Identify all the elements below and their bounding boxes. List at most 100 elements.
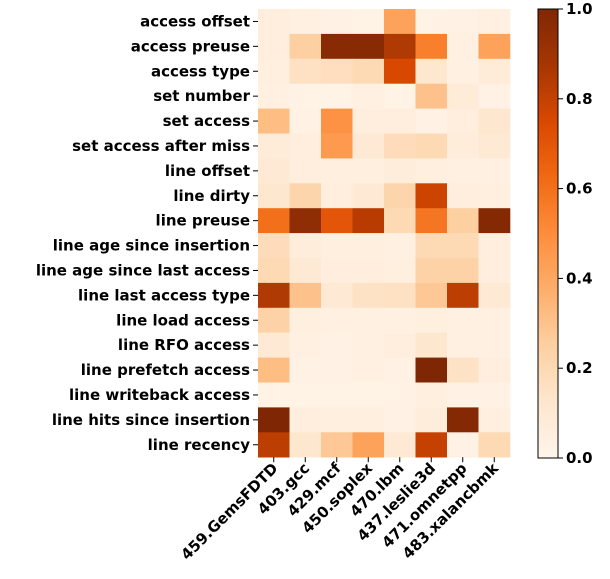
heatmap-cell-access-offset-437-leslie3d	[415, 9, 448, 35]
heatmap-cell-line-age-since-last-access-459-gemsfdtd	[258, 258, 290, 284]
heatmap-cell-line-prefetch-access-483-xalancbmk	[478, 357, 511, 383]
colorbar-tick-label: 0.0	[566, 449, 593, 467]
row-label-line-load-access: line load access	[116, 311, 250, 329]
heatmap-cell-set-access-after-miss-450-soplex	[352, 133, 385, 159]
column-labels: 459.GemsFDTD403.gcc429.mcf450.soplex470.…	[177, 457, 503, 564]
heatmap-cell-line-hits-since-insertion-450-soplex	[352, 407, 385, 433]
heatmap-cell-line-rfo-access-450-soplex	[352, 332, 385, 358]
heatmap-cell-line-dirty-450-soplex	[352, 183, 385, 209]
heatmap-cell-line-last-access-type-459-gemsfdtd	[258, 282, 290, 309]
heatmap-cell-line-writeback-access-459-gemsfdtd	[258, 382, 290, 408]
heatmap-cell-line-dirty-483-xalancbmk	[478, 183, 511, 209]
heatmap-cell-line-rfo-access-437-leslie3d	[415, 332, 448, 358]
heatmap-cell-set-access-470-lbm	[384, 108, 416, 134]
row-label-set-access: set access	[163, 112, 251, 130]
heatmap-cell-line-recency-470-lbm	[384, 432, 416, 458]
heatmap-cell-line-writeback-access-470-lbm	[384, 382, 416, 408]
heatmap-cell-line-load-access-403-gcc	[289, 307, 322, 333]
row-label-line-rfo-access: line RFO access	[118, 336, 250, 354]
heatmap-cell-line-last-access-type-471-omnetpp	[447, 282, 479, 309]
heatmap-cell-line-age-since-insertion-459-gemsfdtd	[258, 233, 290, 259]
heatmap-cell-line-recency-437-leslie3d	[415, 432, 448, 458]
heatmap-cell-set-access-after-miss-470-lbm	[384, 133, 416, 159]
row-label-access-type: access type	[151, 62, 250, 80]
heatmap-cell-line-load-access-471-omnetpp	[447, 307, 479, 333]
heatmap-cell-line-dirty-471-omnetpp	[447, 183, 479, 209]
heatmap-cell-line-age-since-last-access-429-mcf	[321, 258, 353, 284]
heatmap-cell-line-prefetch-access-437-leslie3d	[415, 357, 448, 383]
colorbar-tick-label: 0.6	[566, 180, 593, 198]
heatmap-cell-line-load-access-470-lbm	[384, 307, 416, 333]
heatmap-cell-line-last-access-type-403-gcc	[289, 282, 322, 309]
heatmap-cell-line-offset-437-leslie3d	[415, 158, 448, 184]
heatmap-cell-access-offset-471-omnetpp	[447, 9, 479, 35]
heatmap-cell-line-load-access-450-soplex	[352, 307, 385, 333]
heatmap-cell-line-age-since-last-access-470-lbm	[384, 258, 416, 284]
heatmap-cell-line-load-access-437-leslie3d	[415, 307, 448, 333]
colorbar-gradient	[537, 8, 559, 459]
heatmap-cell-line-last-access-type-429-mcf	[321, 282, 353, 309]
heatmap-cell-set-access-459-gemsfdtd	[258, 108, 290, 134]
heatmap-cell-line-dirty-403-gcc	[289, 183, 322, 209]
row-label-access-preuse: access preuse	[131, 37, 250, 55]
heatmap-cell-set-number-470-lbm	[384, 83, 416, 109]
heatmap-cell-access-offset-450-soplex	[352, 9, 385, 35]
heatmap-cell-line-rfo-access-459-gemsfdtd	[258, 332, 290, 358]
heatmap-cell-line-preuse-483-xalancbmk	[478, 208, 511, 234]
heatmap-cell-line-prefetch-access-459-gemsfdtd	[258, 357, 290, 383]
heatmap-cell-line-age-since-last-access-437-leslie3d	[415, 258, 448, 284]
heatmap-cell-set-access-after-miss-429-mcf	[321, 133, 353, 159]
heatmap-cell-line-hits-since-insertion-403-gcc	[289, 407, 322, 433]
heatmap-cell-access-type-403-gcc	[289, 58, 322, 84]
heatmap-cell-line-dirty-437-leslie3d	[415, 183, 448, 209]
heatmap-cell-line-offset-483-xalancbmk	[478, 158, 511, 184]
heatmap-cell-set-access-471-omnetpp	[447, 108, 479, 134]
heatmap-cell-line-dirty-470-lbm	[384, 183, 416, 209]
heatmap-cell-line-rfo-access-470-lbm	[384, 332, 416, 358]
heatmap-cell-line-age-since-last-access-483-xalancbmk	[478, 258, 511, 284]
heatmap-cell-access-preuse-470-lbm	[384, 33, 416, 60]
heatmap-cell-line-age-since-insertion-403-gcc	[289, 233, 322, 259]
heatmap-cell-line-preuse-471-omnetpp	[447, 208, 479, 234]
heatmap-cell-access-type-470-lbm	[384, 58, 416, 84]
heatmap-cell-access-type-483-xalancbmk	[478, 58, 511, 84]
heatmap-cell-set-number-459-gemsfdtd	[258, 83, 290, 109]
heatmap-cell-line-hits-since-insertion-437-leslie3d	[415, 407, 448, 433]
heatmap-cell-line-prefetch-access-471-omnetpp	[447, 357, 479, 383]
heatmap-cell-line-writeback-access-429-mcf	[321, 382, 353, 408]
heatmap-cell-line-rfo-access-471-omnetpp	[447, 332, 479, 358]
row-label-line-preuse: line preuse	[156, 212, 250, 230]
row-label-set-access-after-miss: set access after miss	[72, 137, 250, 155]
colorbar-tick-label: 0.2	[566, 359, 593, 377]
heatmap-cell-access-preuse-437-leslie3d	[415, 33, 448, 60]
heatmap-cell-line-last-access-type-450-soplex	[352, 282, 385, 309]
heatmap-cell-set-access-after-miss-471-omnetpp	[447, 133, 479, 159]
row-label-line-last-access-type: line last access type	[78, 286, 250, 304]
heatmap-cell-access-preuse-459-gemsfdtd	[258, 33, 290, 60]
row-label-line-dirty: line dirty	[173, 187, 250, 205]
heatmap-cell-access-preuse-471-omnetpp	[447, 33, 479, 60]
heatmap-cell-set-access-after-miss-483-xalancbmk	[478, 133, 511, 159]
heatmap-cell-line-age-since-insertion-471-omnetpp	[447, 233, 479, 259]
heatmap-cell-line-load-access-483-xalancbmk	[478, 307, 511, 333]
heatmap-grid	[258, 9, 511, 458]
heatmap-cell-line-preuse-429-mcf	[321, 208, 353, 234]
row-label-set-number: set number	[153, 87, 250, 105]
heatmap-cell-access-preuse-429-mcf	[321, 33, 353, 60]
heatmap-cell-set-access-after-miss-437-leslie3d	[415, 133, 448, 159]
heatmap-cell-access-preuse-450-soplex	[352, 33, 385, 60]
heatmap-cell-line-prefetch-access-403-gcc	[289, 357, 322, 383]
heatmap-cell-line-rfo-access-403-gcc	[289, 332, 322, 358]
heatmap-cell-line-prefetch-access-429-mcf	[321, 357, 353, 383]
heatmap-cell-line-recency-450-soplex	[352, 432, 385, 458]
heatmap-cell-access-offset-403-gcc	[289, 9, 322, 35]
heatmap-cell-line-last-access-type-437-leslie3d	[415, 282, 448, 309]
heatmap-cell-line-preuse-470-lbm	[384, 208, 416, 234]
heatmap-cell-line-writeback-access-483-xalancbmk	[478, 382, 511, 408]
heatmap-cell-line-prefetch-access-470-lbm	[384, 357, 416, 383]
heatmap-cell-set-access-450-soplex	[352, 108, 385, 134]
heatmap-cell-line-recency-483-xalancbmk	[478, 432, 511, 458]
heatmap-cell-line-preuse-459-gemsfdtd	[258, 208, 290, 234]
colorbar-tick-label: 0.4	[566, 269, 593, 287]
